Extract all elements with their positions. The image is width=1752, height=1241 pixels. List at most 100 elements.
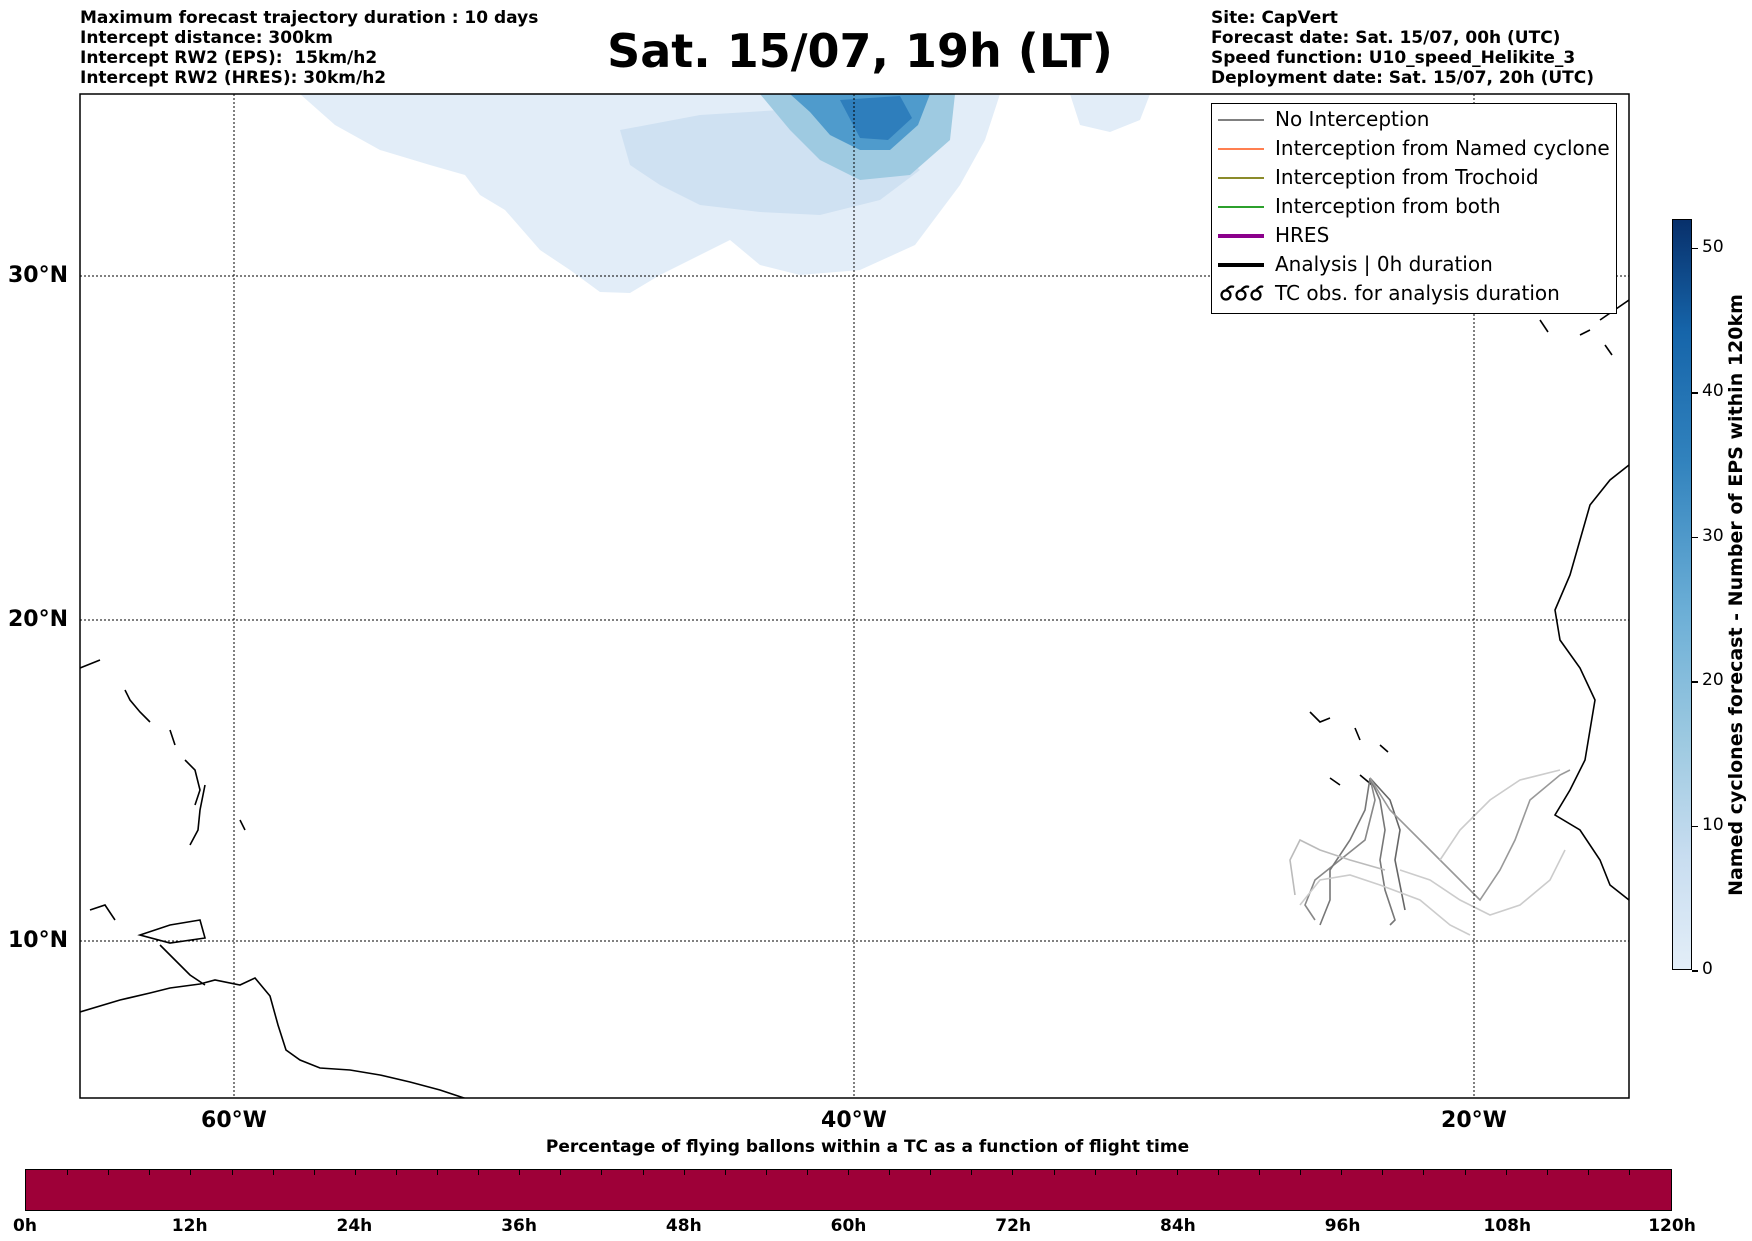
trajectory-grey (1369, 769, 1571, 902)
deployment-date-text: Deployment date: Sat. 15/07, 20h (UTC) (1211, 68, 1595, 88)
site-text: Site: CapVert (1211, 8, 1338, 28)
time-bar-minor-tick (1546, 1170, 1548, 1175)
time-bar-label: 24h (336, 1216, 373, 1236)
colorbar-tick (1692, 247, 1698, 250)
time-bar-minor-tick (642, 1170, 644, 1175)
time-bar-minor-tick (1094, 1170, 1096, 1175)
colorbar-tick (1692, 970, 1698, 972)
time-bar (25, 1169, 1672, 1211)
time-bar-label: 120h (1648, 1216, 1696, 1236)
trajectory-grey-light (1289, 838, 1386, 896)
time-bar-minor-tick (437, 1170, 438, 1175)
time-bar-minor-tick (765, 1170, 767, 1175)
lon-label-60w: 60°W (201, 1108, 267, 1133)
lat-label-10n: 10°N (8, 928, 69, 953)
colorbar-title: Named cyclones forecast - Number of EPS … (1725, 294, 1747, 896)
colorbar-tick (1692, 825, 1698, 828)
time-bar-minor-tick (930, 1170, 932, 1175)
time-bar-minor-tick (67, 1170, 69, 1175)
coast-trinidad (137, 919, 207, 944)
coast-cape-verde (1309, 711, 1389, 786)
time-bar-minor-tick (1382, 1170, 1384, 1175)
colorbar-tick-label: 20 (1702, 670, 1724, 691)
time-bar-minor-tick (971, 1170, 973, 1175)
legend-item-analysis: Analysis | 0h duration (1212, 250, 1616, 279)
coast-venezuela-bay (159, 944, 206, 986)
cyclone-density-field (300, 94, 1150, 293)
legend-line-green (1218, 206, 1264, 208)
colorbar-tick (1692, 536, 1698, 539)
time-bar-label: 84h (1160, 1216, 1196, 1236)
map-title: Sat. 15/07, 19h (LT) (607, 24, 1113, 78)
time-bar-minor-tick (889, 1170, 891, 1175)
time-bar-minor-tick (1423, 1170, 1425, 1175)
colorbar (1672, 219, 1692, 970)
map-frame (79, 93, 1630, 1099)
legend-item-no-interception: No Interception (1212, 105, 1616, 134)
header-right-info: Site: CapVert Forecast date: Sat. 15/07,… (1211, 8, 1594, 88)
colorbar-tick (1692, 681, 1698, 683)
balloon-trajectories (1289, 769, 1571, 936)
coast-africa (1553, 464, 1629, 901)
lon-label-20w: 20°W (1441, 1108, 1507, 1133)
lat-label-30n: 30°N (8, 263, 69, 288)
time-bar-minor-tick (149, 1170, 151, 1175)
map-content (80, 94, 1629, 1098)
time-bar-minor-tick (519, 1170, 521, 1175)
max-duration-text: Maximum forecast trajectory duration : 1… (80, 8, 539, 28)
colorbar-tick (1692, 392, 1698, 394)
time-bar-minor-tick (683, 1170, 685, 1175)
speed-function-text: Speed function: U10_speed_Helikite_3 (1211, 48, 1576, 68)
time-bar-minor-tick (1217, 1170, 1219, 1175)
lat-label-20n: 20°N (8, 607, 69, 632)
forecast-date-text: Forecast date: Sat. 15/07, 00h (UTC) (1211, 28, 1561, 48)
time-bar-label: 36h (501, 1216, 537, 1236)
legend-item-both: Interception from both (1212, 192, 1616, 221)
trajectory-grey (1369, 777, 1396, 926)
intercept-hres-text: Intercept RW2 (HRES): 30km/h2 (80, 68, 387, 88)
time-bar-label: 60h (830, 1216, 867, 1236)
time-bar-label: 108h (1483, 1216, 1532, 1236)
time-bar-minor-tick (478, 1170, 480, 1175)
time-bar-minor-tick (1341, 1170, 1343, 1175)
time-bar-minor-tick (724, 1170, 726, 1175)
time-bar-label: 72h (995, 1216, 1032, 1236)
time-bar-minor-tick (1259, 1170, 1260, 1175)
legend-item-hres: HRES (1212, 221, 1616, 250)
legend-line-grey (1218, 119, 1264, 121)
lon-label-40w: 40°W (821, 1108, 887, 1133)
time-bar-minor-tick (1176, 1170, 1178, 1175)
trajectory-grey-light (1299, 874, 1471, 936)
graticule (80, 94, 1629, 1098)
time-bar-label: 12h (171, 1216, 208, 1236)
intercept-distance-text: Intercept distance: 300km (80, 28, 333, 48)
trajectory-grey (1304, 777, 1376, 921)
cyclone-symbols-icon (1220, 285, 1264, 301)
time-bar-minor-tick (1628, 1170, 1630, 1175)
density-area-east (1070, 94, 1150, 132)
colorbar-tick-label: 50 (1702, 236, 1724, 257)
trajectory-grey-light (1399, 849, 1566, 916)
coast-lesser-antilles (124, 689, 206, 846)
time-bar-minor-tick (190, 1170, 192, 1175)
time-bar-minor-tick (848, 1170, 849, 1175)
legend-item-tc-obs: TC obs. for analysis duration (1212, 279, 1616, 308)
time-bar-minor-tick (1300, 1170, 1302, 1175)
coastlines (80, 299, 1629, 1098)
time-bar-minor-tick (231, 1170, 233, 1175)
header-left-info: Maximum forecast trajectory duration : 1… (80, 8, 538, 88)
time-bar-minor-tick (108, 1170, 110, 1175)
map-legend: No Interception Interception from Named … (1211, 103, 1617, 314)
time-bar-minor-tick (1012, 1170, 1014, 1175)
time-bar-label: 96h (1324, 1216, 1361, 1236)
time-bar-minor-tick (1464, 1170, 1466, 1175)
trajectory-grey (1319, 777, 1371, 926)
colorbar-tick-label: 10 (1702, 814, 1724, 835)
time-bar-minor-tick (272, 1170, 274, 1175)
colorbar-tick-label: 40 (1702, 381, 1724, 402)
legend-item-named-cyclone: Interception from Named cyclone (1212, 134, 1616, 163)
colorbar-tick-label: 30 (1702, 525, 1724, 546)
time-bar-minor-tick (806, 1170, 808, 1175)
coast-south-america (80, 977, 467, 1098)
